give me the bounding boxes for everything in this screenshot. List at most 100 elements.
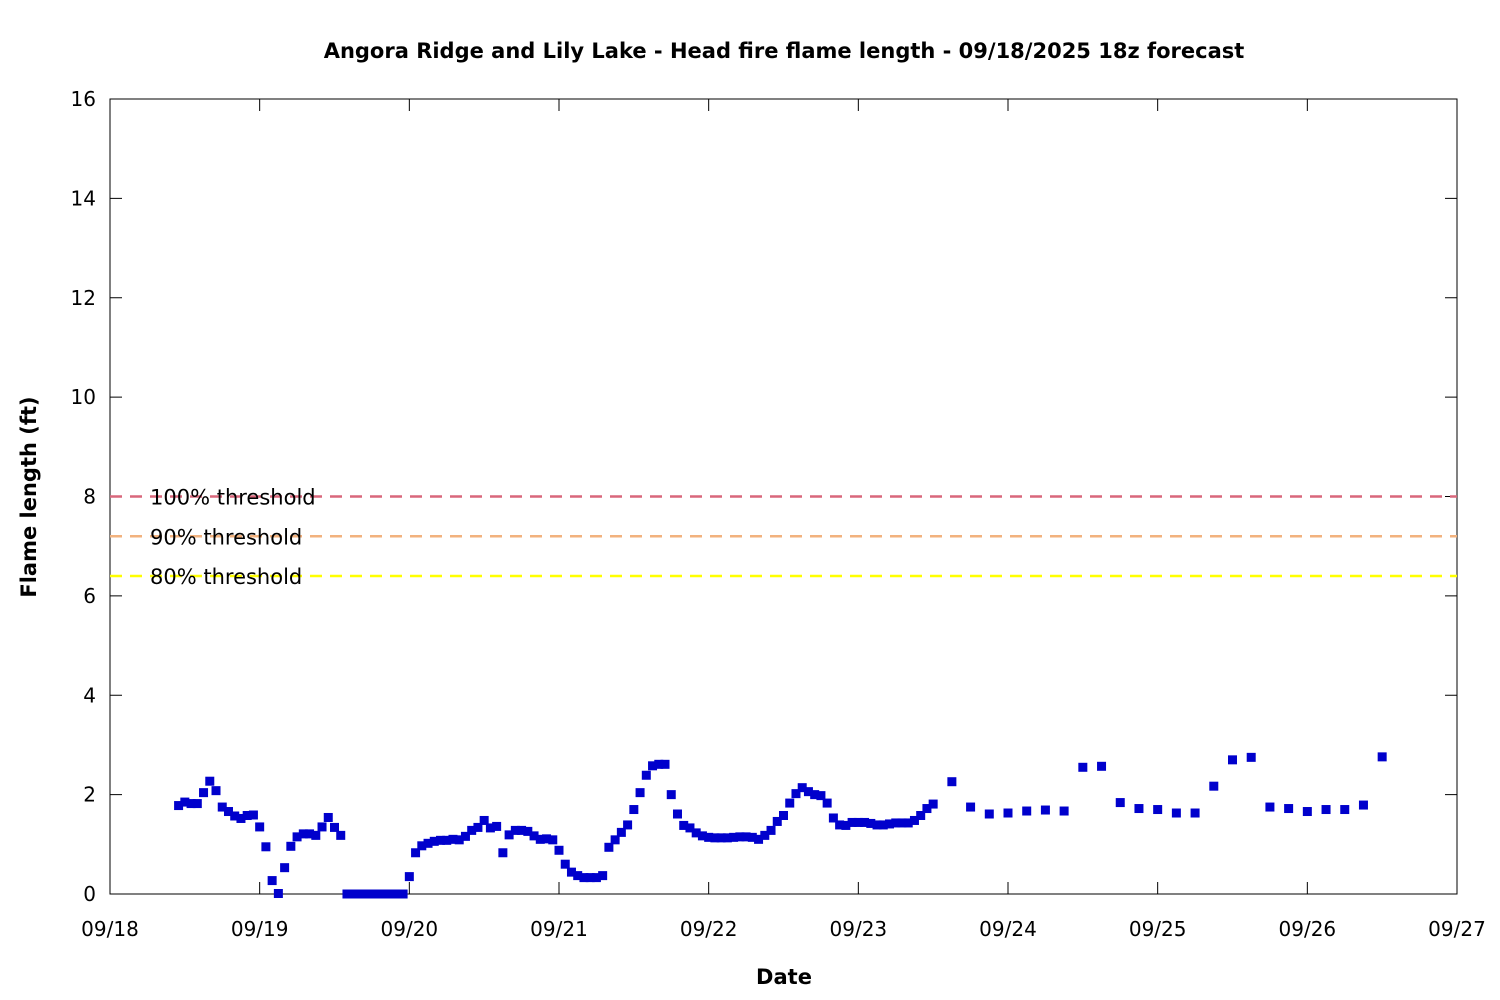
data-point [903, 818, 913, 828]
data-point [261, 842, 271, 852]
data-point [704, 832, 714, 842]
data-point [816, 791, 826, 801]
data-point [267, 876, 277, 886]
data-point [660, 759, 670, 769]
x-axis: 09/18 09/19 09/20 09/21 09/22 09/23 09/24 09/25… [81, 99, 1486, 941]
data-point [1340, 805, 1350, 815]
data-point [373, 889, 383, 899]
data-point [417, 841, 427, 851]
data-point [1003, 808, 1013, 818]
data-point [598, 871, 608, 881]
data-point [791, 789, 801, 799]
data-point [1321, 805, 1331, 815]
x-tick-label: 09/24 [979, 917, 1037, 941]
data-point [591, 873, 601, 883]
data-point [404, 872, 414, 882]
data-point [573, 871, 583, 881]
threshold-label: 80% threshold [150, 565, 302, 589]
data-point [716, 833, 726, 843]
x-tick-label: 09/21 [530, 917, 588, 941]
data-point [292, 832, 302, 842]
data-point [579, 873, 589, 883]
data-point [392, 889, 402, 899]
data-point [354, 889, 364, 899]
data-point [436, 835, 446, 845]
data-point [1059, 806, 1069, 816]
data-point [916, 810, 926, 820]
data-point [323, 812, 333, 822]
x-tick-label: 09/18 [81, 917, 139, 941]
data-points [174, 752, 1387, 899]
data-point [803, 787, 813, 797]
data-point [286, 841, 296, 851]
data-point [841, 820, 851, 830]
data-point [1246, 752, 1256, 762]
data-point [230, 811, 240, 821]
data-point [641, 770, 651, 780]
data-point [1022, 806, 1032, 816]
data-point [529, 831, 539, 841]
data-point [255, 822, 265, 832]
data-point [1377, 752, 1387, 762]
data-point [479, 815, 489, 825]
data-point [610, 835, 620, 845]
data-point [180, 797, 190, 807]
data-point [810, 790, 820, 800]
data-point [473, 822, 483, 832]
data-point [623, 820, 633, 830]
data-point [909, 815, 919, 825]
data-point [248, 810, 258, 820]
data-point [1134, 804, 1144, 814]
x-tick-label: 09/19 [231, 917, 289, 941]
data-point [872, 820, 882, 830]
data-point [891, 818, 901, 828]
data-point [629, 805, 639, 815]
data-point [311, 830, 321, 840]
y-tick-label: 0 [83, 882, 96, 906]
data-point [223, 807, 233, 817]
data-point [460, 831, 470, 841]
data-point [336, 830, 346, 840]
data-point [485, 823, 495, 833]
data-point [1265, 802, 1275, 812]
data-point [766, 825, 776, 835]
data-point [672, 809, 682, 819]
data-point [498, 848, 508, 858]
data-point [242, 810, 252, 820]
data-point [342, 889, 352, 899]
data-point [648, 761, 658, 771]
data-point [984, 809, 994, 819]
data-point [860, 817, 870, 827]
x-tick-label: 09/20 [381, 917, 439, 941]
data-point [298, 829, 308, 839]
data-point [492, 821, 502, 831]
data-point [467, 825, 477, 835]
data-point [822, 798, 832, 808]
data-point [885, 819, 895, 829]
data-point [423, 838, 433, 848]
data-point [1040, 805, 1050, 815]
data-point [947, 777, 957, 787]
data-point [897, 818, 907, 828]
data-point [772, 816, 782, 826]
y-tick-label: 12 [71, 286, 96, 310]
data-point [560, 859, 570, 869]
y-tick-label: 8 [83, 485, 96, 509]
data-point [685, 823, 695, 833]
data-point [785, 798, 795, 808]
data-point [510, 825, 520, 835]
data-point [729, 832, 739, 842]
data-point [1097, 761, 1107, 771]
data-point [853, 817, 863, 827]
data-point [1190, 808, 1200, 818]
data-point [1078, 762, 1088, 772]
data-point [697, 831, 707, 841]
data-point [797, 783, 807, 793]
data-point [1358, 800, 1368, 810]
data-point [211, 786, 221, 796]
data-point [1153, 805, 1163, 815]
data-point [205, 776, 215, 786]
data-point [535, 834, 545, 844]
data-point [174, 801, 184, 811]
